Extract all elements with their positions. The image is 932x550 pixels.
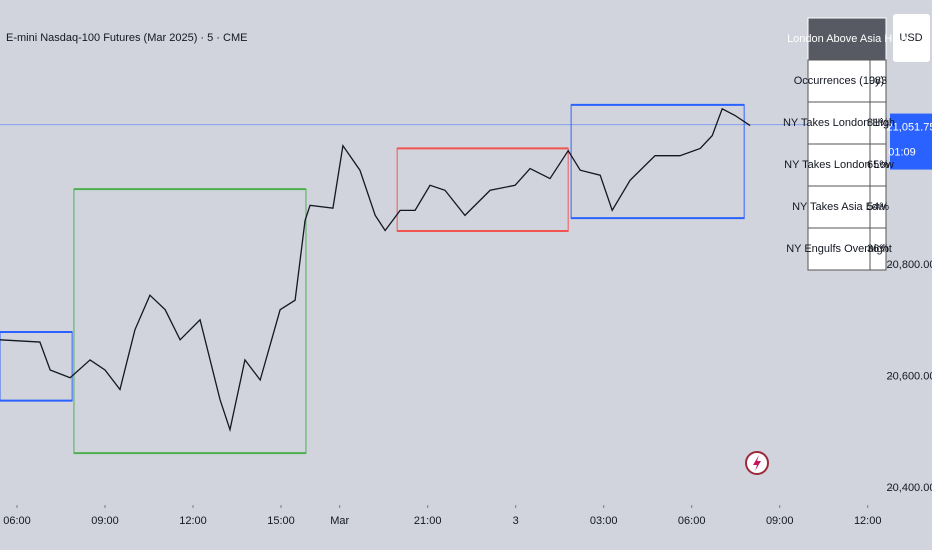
table-label: NY Takes London High [783,117,895,129]
countdown: 01:09 [888,146,916,158]
table-row-bg [807,227,887,271]
table-header-bg [807,17,887,61]
table-label: Occurrences (10y) [794,75,884,87]
x-tick-label: 03:00 [590,515,618,527]
table-value: 54% [867,201,889,213]
last-price-label: 21,051.75 [887,121,932,133]
x-tick-label: 06:00 [678,515,706,527]
chart-title: E-mini Nasdaq-100 Futures (Mar 2025) · 5… [6,32,247,44]
table-label: NY Takes London Low [784,159,894,171]
table-value: 81% [867,117,889,129]
table-row-bg [807,143,887,187]
x-tick-label: 12:00 [854,515,882,527]
table-label: NY Takes Asia Low [792,201,886,213]
table-row-bg [807,101,887,145]
last-price-box [890,113,932,170]
x-tick-label: 3 [513,515,519,527]
table-value: 36% [867,243,889,255]
table-header: London Above Asia High [787,33,907,45]
currency[interactable]: USD [899,32,922,44]
table-label: NY Engulfs Overnight [786,243,892,255]
y-tick-label: 20,400.00 [887,482,932,494]
y-tick-label: 20,800.00 [887,259,932,271]
stats-table: London Above Asia High Occurrences (10y)9… [783,17,907,271]
x-tick-label: Mar [330,515,349,527]
flash-icon[interactable] [745,451,769,475]
x-tick-label: 09:00 [766,515,794,527]
x-tick-label: 06:00 [3,515,31,527]
x-tick-label: 15:00 [267,515,295,527]
table-row-bg [807,59,887,103]
x-tick-label: 09:00 [91,515,119,527]
table-value: 65% [867,159,889,171]
price-line [0,107,751,433]
table-row-bg [807,185,887,229]
x-tick-label: 21:00 [414,515,442,527]
icon-bolt[interactable] [753,455,761,471]
x-tick-label: 12:00 [179,515,207,527]
currency-box[interactable] [893,14,930,62]
y-tick-label: 20,600.00 [887,371,932,383]
table-value: 983 [869,75,887,87]
